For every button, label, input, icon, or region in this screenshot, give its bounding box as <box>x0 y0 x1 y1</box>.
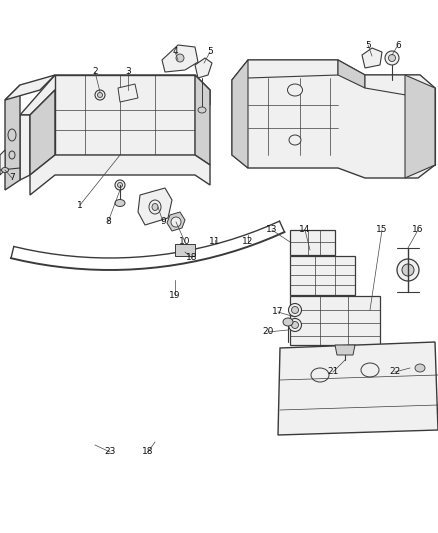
Text: 21: 21 <box>327 367 339 376</box>
Polygon shape <box>338 60 365 88</box>
Ellipse shape <box>176 54 184 62</box>
Polygon shape <box>365 75 435 100</box>
Text: 12: 12 <box>242 238 254 246</box>
Text: 1: 1 <box>77 200 83 209</box>
Ellipse shape <box>149 200 161 214</box>
Ellipse shape <box>1 167 8 173</box>
Ellipse shape <box>402 264 414 276</box>
Ellipse shape <box>117 182 123 188</box>
Text: 5: 5 <box>365 41 371 50</box>
Text: 13: 13 <box>266 225 278 235</box>
Text: 20: 20 <box>262 327 274 336</box>
Ellipse shape <box>361 363 379 377</box>
Polygon shape <box>5 75 55 100</box>
Ellipse shape <box>289 135 301 145</box>
Polygon shape <box>162 45 198 72</box>
Polygon shape <box>20 115 30 180</box>
Polygon shape <box>118 84 138 102</box>
Polygon shape <box>167 212 185 231</box>
Polygon shape <box>5 85 20 190</box>
Polygon shape <box>232 60 338 80</box>
Text: 3: 3 <box>125 68 131 77</box>
Polygon shape <box>138 188 172 225</box>
Text: 7: 7 <box>9 174 15 182</box>
Polygon shape <box>405 75 435 178</box>
Text: 15: 15 <box>376 225 388 235</box>
Polygon shape <box>290 256 355 295</box>
Polygon shape <box>30 90 55 175</box>
Ellipse shape <box>397 259 419 281</box>
Polygon shape <box>30 155 210 195</box>
Ellipse shape <box>311 368 329 382</box>
Text: 11: 11 <box>209 238 221 246</box>
Ellipse shape <box>115 199 125 206</box>
Text: 18: 18 <box>142 448 154 456</box>
Ellipse shape <box>9 151 15 159</box>
Text: 14: 14 <box>299 225 311 235</box>
Ellipse shape <box>415 364 425 372</box>
Ellipse shape <box>389 54 396 61</box>
Ellipse shape <box>289 303 301 317</box>
Polygon shape <box>20 75 210 115</box>
Ellipse shape <box>283 318 293 326</box>
Ellipse shape <box>289 319 301 332</box>
Ellipse shape <box>98 93 102 98</box>
Polygon shape <box>232 60 248 168</box>
Polygon shape <box>362 48 382 68</box>
Ellipse shape <box>292 321 299 328</box>
Polygon shape <box>195 75 210 165</box>
Ellipse shape <box>115 180 125 190</box>
Text: 4: 4 <box>172 47 178 56</box>
Polygon shape <box>290 296 380 345</box>
Ellipse shape <box>198 107 206 113</box>
Text: 9: 9 <box>160 217 166 227</box>
Text: 17: 17 <box>272 308 284 317</box>
Text: 16: 16 <box>412 225 424 235</box>
Polygon shape <box>195 58 212 78</box>
Ellipse shape <box>171 217 181 227</box>
Ellipse shape <box>385 51 399 65</box>
Ellipse shape <box>95 90 105 100</box>
Ellipse shape <box>152 204 158 211</box>
Ellipse shape <box>8 129 16 141</box>
Ellipse shape <box>292 306 299 313</box>
Text: 22: 22 <box>389 367 401 376</box>
Text: 23: 23 <box>104 448 116 456</box>
Text: 8: 8 <box>105 217 111 227</box>
Text: 5: 5 <box>207 47 213 56</box>
Polygon shape <box>0 150 5 175</box>
Polygon shape <box>418 88 435 165</box>
Text: 2: 2 <box>92 68 98 77</box>
Text: 10: 10 <box>179 238 191 246</box>
Polygon shape <box>175 244 195 256</box>
Polygon shape <box>55 75 195 155</box>
Text: 18: 18 <box>186 254 198 262</box>
Polygon shape <box>335 345 355 355</box>
Ellipse shape <box>287 84 303 96</box>
Text: 19: 19 <box>169 290 181 300</box>
Polygon shape <box>232 60 435 178</box>
Polygon shape <box>278 342 438 435</box>
Polygon shape <box>290 230 335 255</box>
Text: 6: 6 <box>395 41 401 50</box>
